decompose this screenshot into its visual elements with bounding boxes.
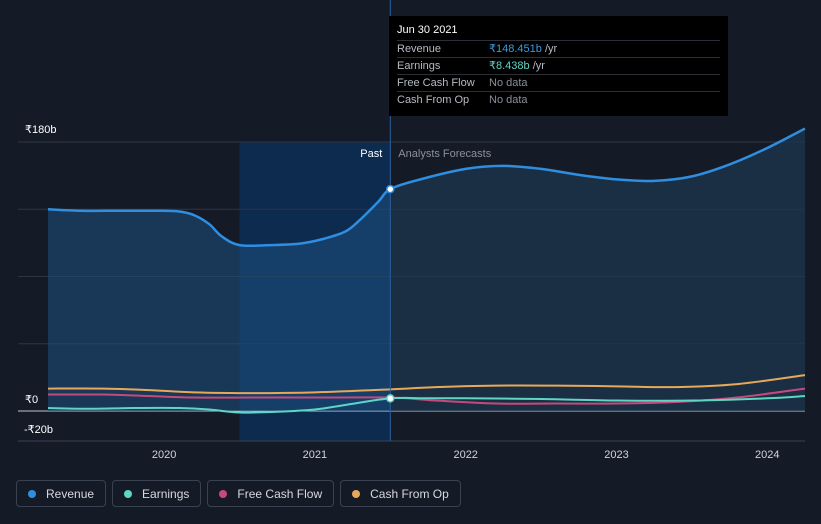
- x-tick-label: 2020: [152, 449, 176, 461]
- tooltip: Jun 30 2021 Revenue ₹148.451b /yr Earnin…: [389, 16, 728, 116]
- tooltip-value: ₹8.438b: [489, 60, 530, 72]
- tooltip-value: No data: [489, 77, 528, 89]
- x-tick-label: 2024: [755, 449, 779, 461]
- tooltip-row-revenue: Revenue ₹148.451b /yr: [397, 40, 720, 57]
- earnings-dot-icon: [124, 489, 133, 498]
- y-tick-label: ₹0: [25, 394, 38, 406]
- legend-label: Cash From Op: [370, 486, 449, 501]
- earnings-marker: [386, 394, 395, 403]
- series-line-cash-from-op: [47, 374, 806, 395]
- tooltip-unit: /yr: [529, 60, 545, 72]
- tooltip-date: Jun 30 2021: [397, 24, 458, 36]
- x-tick-label: 2021: [303, 449, 327, 461]
- series-line-revenue: [47, 127, 806, 248]
- y-tick-label: ₹180b: [25, 124, 56, 136]
- tick-labels: ₹180b ₹0 -₹20b 2020 2021 2022 2023 2024: [24, 124, 780, 461]
- x-tick-label: 2022: [453, 449, 477, 461]
- tooltip-row-earnings: Earnings ₹8.438b /yr: [397, 57, 720, 74]
- series-lines: [47, 127, 806, 414]
- tooltip-value: ₹148.451b: [489, 43, 542, 55]
- forecast-label: Analysts Forecasts: [398, 148, 491, 160]
- revenue-area-past: [48, 189, 391, 411]
- legend-item-cash-from-op[interactable]: Cash From Op: [340, 480, 461, 507]
- x-tick-label: 2023: [604, 449, 628, 461]
- legend-item-revenue[interactable]: Revenue: [16, 480, 107, 507]
- legend-label: Free Cash Flow: [237, 486, 323, 501]
- y-tick-label: -₹20b: [24, 424, 53, 436]
- cash-from-op-dot-icon: [352, 489, 361, 498]
- legend: Revenue Earnings Free Cash Flow Cash Fro…: [16, 480, 461, 507]
- revenue-dot-icon: [28, 489, 36, 498]
- legend-item-earnings[interactable]: Earnings: [112, 480, 202, 507]
- tooltip-value: No data: [489, 94, 528, 106]
- revenue-area: [48, 128, 805, 412]
- tooltip-row-fcf: Free Cash Flow No data: [397, 74, 720, 91]
- tooltip-row-cfo: Cash From Op No data: [397, 91, 720, 108]
- tooltip-label: Revenue: [397, 43, 442, 55]
- series-line-earnings: [47, 395, 806, 414]
- legend-label: Earnings: [142, 486, 190, 501]
- legend-label: Revenue: [46, 486, 95, 501]
- legend-item-free-cash-flow[interactable]: Free Cash Flow: [207, 480, 335, 507]
- free-cash-flow-dot-icon: [219, 489, 228, 498]
- past-label: Past: [360, 148, 382, 160]
- revenue-marker: [386, 184, 395, 194]
- tooltip-label: Cash From Op: [397, 94, 470, 106]
- tooltip-unit: /yr: [541, 43, 558, 55]
- markers: [386, 184, 395, 403]
- revenue-area-forecast: [390, 128, 805, 412]
- tooltip-label: Free Cash Flow: [397, 77, 475, 89]
- tooltip-label: Earnings: [397, 60, 441, 72]
